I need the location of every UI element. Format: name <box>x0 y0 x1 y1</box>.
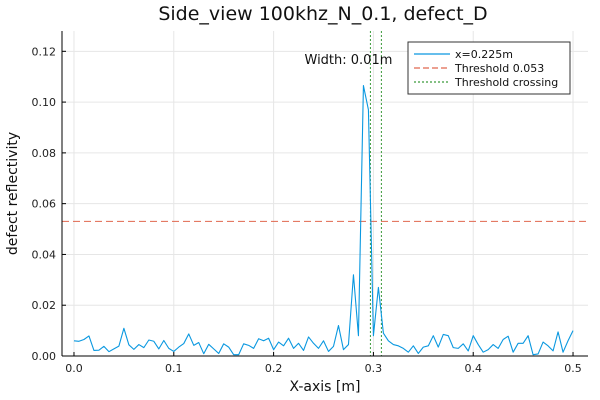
y-tick-label: 0.06 <box>32 198 57 211</box>
x-tick-label: 0.2 <box>265 362 283 375</box>
axes: 0.0 0.1 0.2 0.3 0.4 0.5 0.00 0.02 0.04 0.06 0.08 0.… <box>32 31 588 375</box>
x-axis-title: X-axis [m] <box>289 379 360 395</box>
plot-area <box>62 31 588 356</box>
x-tick-label: 0.1 <box>165 362 183 375</box>
y-tick-label: 0.00 <box>32 350 57 363</box>
y-tick-label: 0.10 <box>32 96 57 109</box>
x-tick-label: 0.0 <box>65 362 83 375</box>
legend-label-crossing: Threshold crossing <box>454 76 558 89</box>
legend: x=0.225m Threshold 0.053 Threshold cross… <box>407 41 571 95</box>
chart-title: Side_view 100khz_N_0.1, defect_D <box>158 3 487 25</box>
y-tick-label: 0.08 <box>32 147 57 160</box>
series-line <box>73 85 574 356</box>
y-tick-label: 0.02 <box>32 299 57 312</box>
x-tick-label: 0.5 <box>564 362 582 375</box>
legend-label-series: x=0.225m <box>455 48 513 61</box>
y-tick-label: 0.04 <box>32 248 57 261</box>
y-tick-label: 0.12 <box>32 45 57 58</box>
y-axis-title: defect reflectivity <box>5 132 21 255</box>
width-annotation: Width: 0.01m <box>305 53 393 68</box>
x-tick-label: 0.4 <box>464 362 482 375</box>
x-tick-label: 0.3 <box>365 362 383 375</box>
legend-label-threshold: Threshold 0.053 <box>454 62 544 75</box>
